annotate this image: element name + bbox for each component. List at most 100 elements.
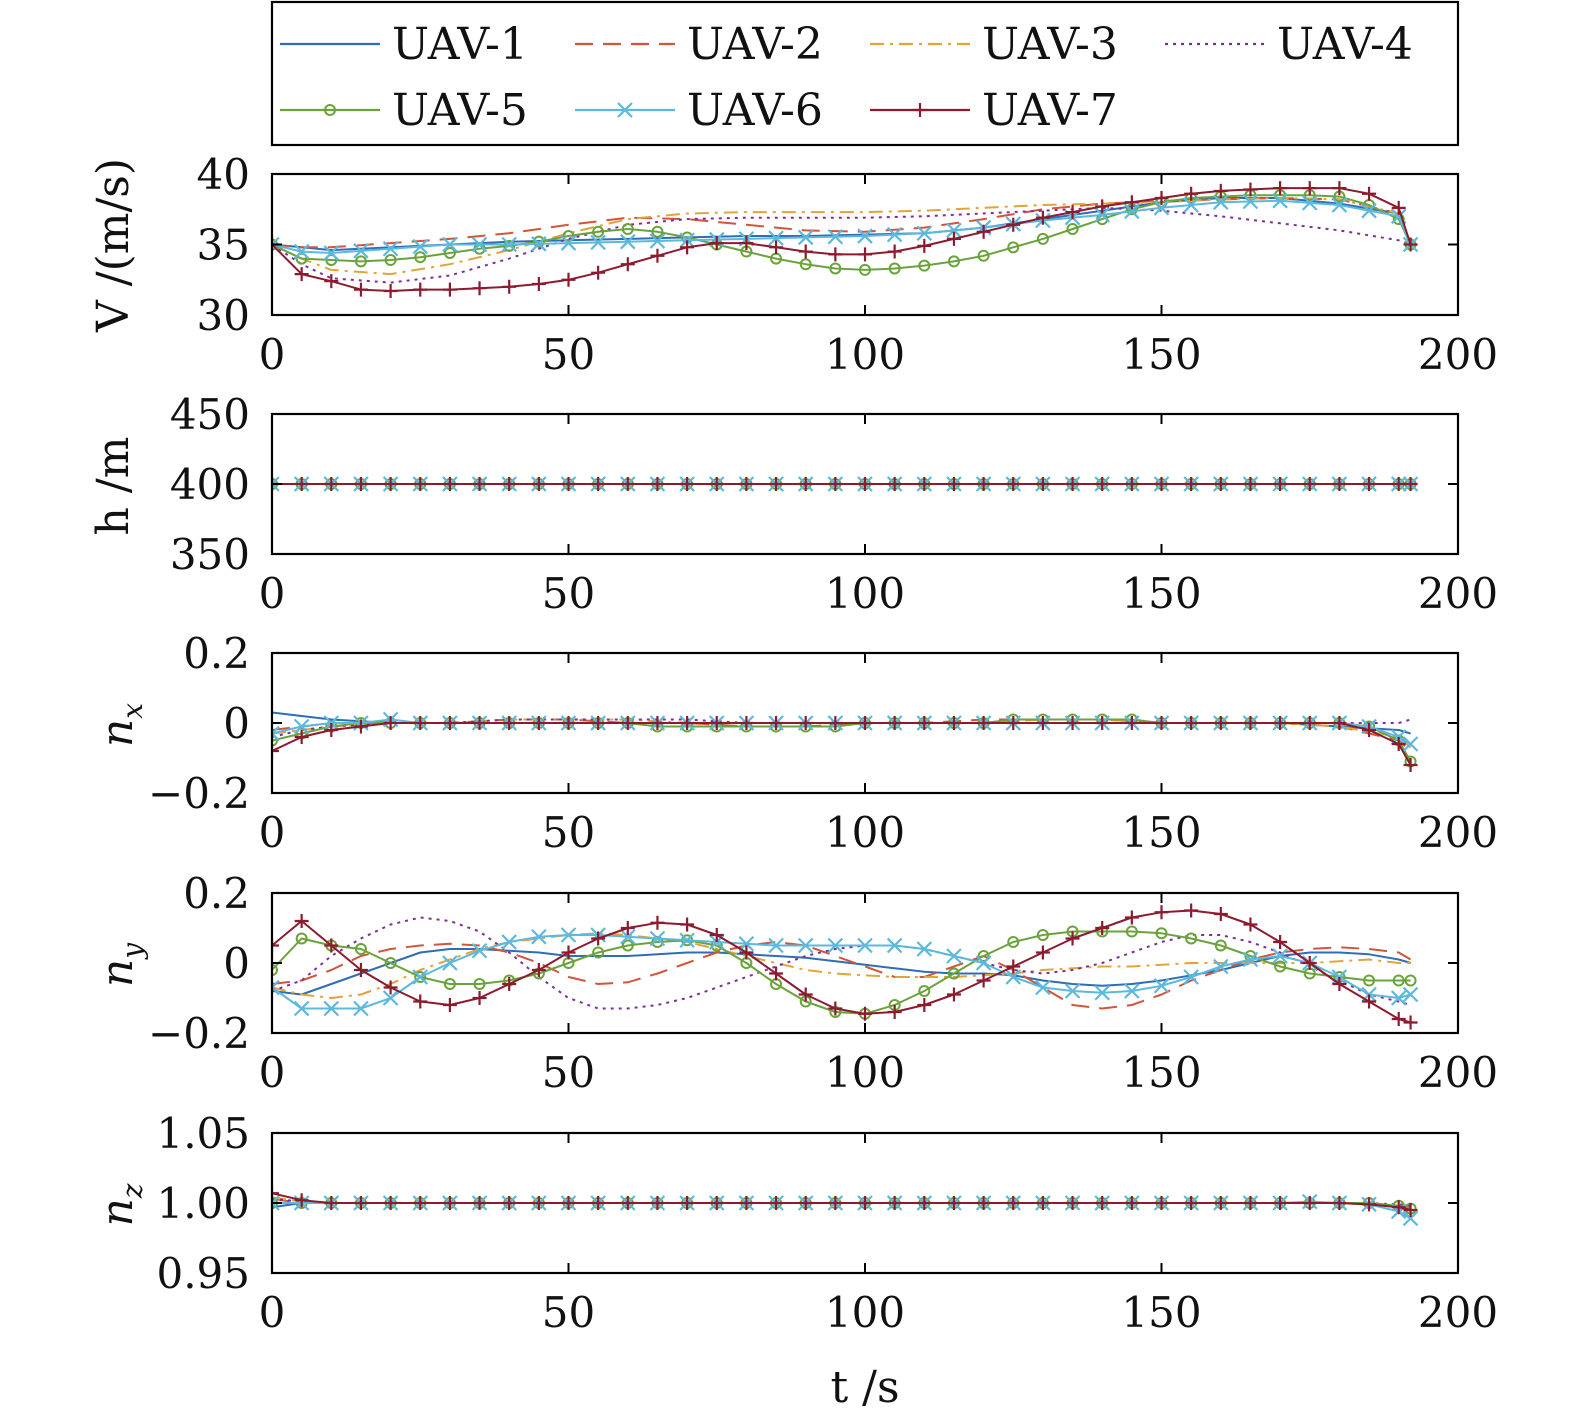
ylabel-v: V /(m/s) (88, 158, 139, 333)
x-tick-label: 200 (1418, 1288, 1498, 1337)
data-point-uav-7 (858, 716, 872, 730)
data-point-uav-6 (382, 990, 399, 1006)
data-point-uav-7 (1065, 477, 1080, 491)
data-point-uav-7 (858, 1006, 872, 1021)
data-point-uav-6 (857, 228, 873, 244)
data-point-uav-5 (592, 225, 605, 238)
data-point-uav-6 (827, 228, 844, 245)
data-point-uav-5 (859, 263, 871, 276)
data-point-uav-7 (1273, 716, 1288, 730)
panel-3: 0 50 100 150 200−0.200.2 (148, 629, 1498, 857)
legend-label: UAV-7 (982, 85, 1118, 136)
data-point-uav-6 (1094, 984, 1110, 1001)
data-point-uav-7 (946, 231, 961, 246)
data-point-uav-7 (769, 966, 784, 981)
y-tick-label: 350 (170, 530, 250, 579)
data-point-uav-6 (560, 235, 577, 251)
data-point-uav-6 (1124, 983, 1140, 999)
data-point-uav-7 (976, 1196, 991, 1210)
data-point-uav-6 (560, 927, 577, 943)
x-tick-label: 150 (1121, 1048, 1201, 1097)
data-point-uav-7 (1362, 477, 1377, 491)
data-point-uav-5 (562, 230, 575, 243)
data-point-uav-7 (383, 477, 398, 491)
data-point-uav-7 (1391, 1200, 1406, 1215)
data-point-uav-7 (413, 994, 428, 1009)
data-point-uav-7 (1403, 477, 1418, 491)
data-point-uav-7 (1184, 716, 1199, 730)
data-point-uav-7 (1332, 181, 1347, 196)
data-point-uav-7 (591, 1196, 606, 1210)
data-point-uav-7 (1035, 477, 1050, 491)
data-point-uav-7 (383, 284, 398, 299)
data-point-uav-7 (1243, 917, 1258, 932)
x-tick-label: 200 (1418, 330, 1498, 379)
data-point-uav-7 (561, 716, 576, 730)
data-point-uav-6 (1153, 200, 1170, 216)
series-line-uav-6 (272, 934, 1411, 1010)
data-point-uav-7 (1035, 716, 1050, 730)
data-point-uav-7 (1403, 237, 1418, 252)
data-point-uav-7 (946, 987, 961, 1002)
data-point-uav-7 (1065, 716, 1080, 730)
data-point-uav-6 (768, 937, 784, 954)
data-point-uav-5 (1392, 974, 1405, 987)
x-tick-label: 150 (1121, 1288, 1201, 1337)
ylabel-v-text: V /(m/s) (88, 158, 139, 333)
data-point-uav-7 (1391, 200, 1406, 215)
data-point-uav-7 (946, 716, 961, 730)
series-line-uav-7 (272, 1192, 1411, 1211)
data-point-uav-7 (502, 1196, 517, 1210)
data-point-uav-6 (442, 955, 458, 971)
data-point-uav-7 (531, 1196, 546, 1210)
data-point-uav-7 (1391, 477, 1406, 491)
data-point-uav-7 (1332, 477, 1347, 491)
data-point-uav-7 (472, 716, 487, 730)
data-point-uav-6 (1153, 977, 1170, 994)
data-point-uav-5 (918, 985, 931, 997)
data-point-uav-5 (977, 950, 990, 962)
data-point-uav-7 (887, 1196, 902, 1210)
data-point-uav-7 (1184, 1196, 1199, 1210)
data-point-uav-7 (324, 723, 339, 737)
data-point-uav-7 (272, 938, 279, 953)
data-point-uav-7 (828, 716, 843, 730)
data-point-uav-7 (1391, 737, 1406, 751)
series-line-uav-4 (272, 916, 1411, 1010)
data-point-uav-7 (828, 1001, 843, 1016)
data-point-uav-7 (1391, 1012, 1406, 1026)
data-point-uav-7 (1124, 477, 1139, 491)
data-point-uav-7 (442, 998, 457, 1012)
data-point-uav-5 (443, 978, 456, 990)
data-point-uav-6 (1035, 979, 1051, 996)
data-point-uav-5 (1007, 936, 1020, 948)
data-point-uav-7 (1095, 716, 1110, 730)
data-point-uav-6 (886, 937, 903, 954)
data-point-uav-7 (828, 247, 843, 262)
legend-label: UAV-5 (392, 85, 528, 136)
y-tick-label: 35 (197, 221, 250, 270)
data-point-uav-7 (1362, 723, 1377, 737)
data-point-uav-7 (502, 279, 517, 294)
data-point-uav-7 (620, 477, 635, 491)
data-point-uav-6 (1402, 986, 1419, 1003)
data-point-uav-7 (413, 282, 428, 297)
data-point-uav-7 (502, 977, 517, 991)
data-point-uav-6 (272, 476, 280, 492)
data-point-uav-7 (1006, 959, 1021, 974)
legend-frame (270, 0, 1460, 147)
data-point-uav-7 (1243, 477, 1258, 491)
data-point-uav-7 (1095, 199, 1110, 214)
data-point-uav-6 (886, 226, 903, 243)
data-point-uav-6 (1402, 736, 1419, 752)
data-point-uav-7 (976, 477, 991, 491)
x-tick-label: 50 (542, 1288, 595, 1337)
data-point-uav-6 (1272, 193, 1288, 209)
data-point-uav-7 (887, 1005, 902, 1019)
data-point-uav-7 (294, 914, 309, 928)
data-point-uav-5 (1155, 927, 1168, 940)
data-point-uav-7 (1065, 1196, 1080, 1210)
data-point-uav-7 (294, 477, 309, 491)
data-point-uav-7 (620, 1196, 635, 1210)
data-point-uav-6 (1183, 197, 1199, 213)
